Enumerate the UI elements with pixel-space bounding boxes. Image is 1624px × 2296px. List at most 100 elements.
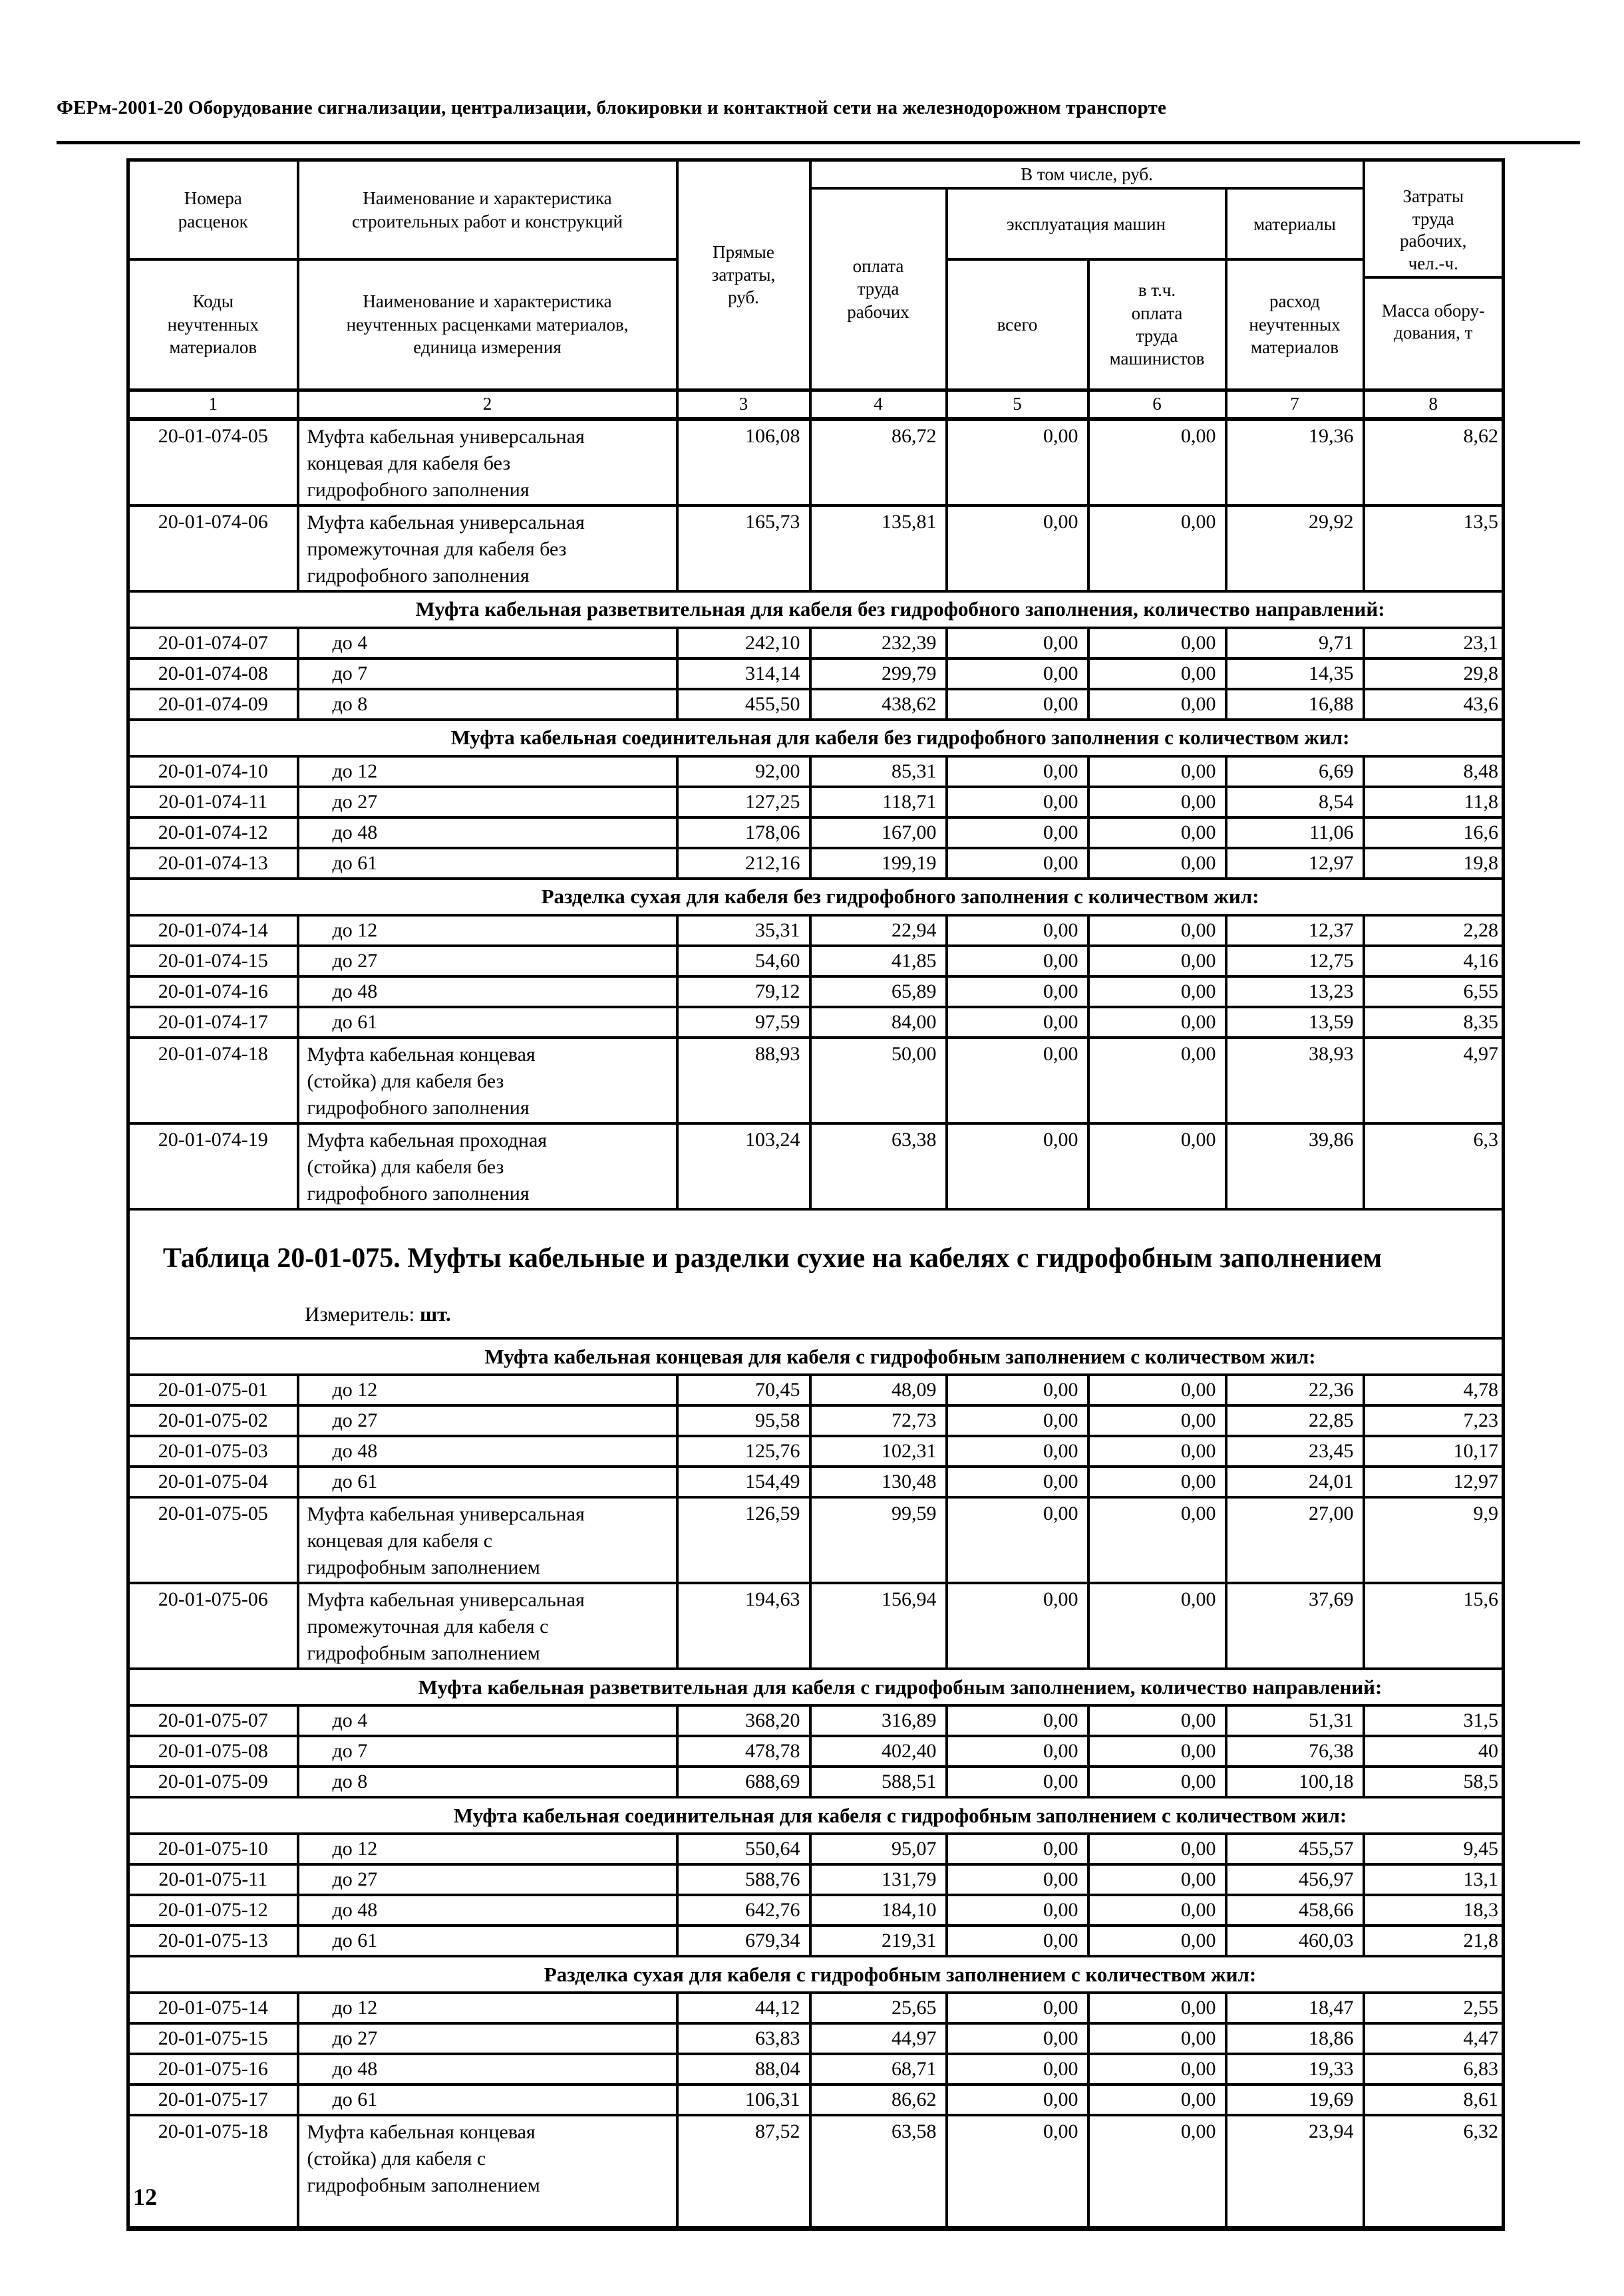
section-row: Муфта кабельная соединительная для кабел… [126, 718, 1505, 758]
value-machines-total: 0,00 [945, 846, 1090, 880]
value-workers-pay: 130,48 [808, 1465, 948, 1499]
column-numbers-row: 1 2 3 4 5 6 7 8 [126, 388, 1505, 421]
section-title: Разделка сухая для кабеля без гидрофобно… [126, 877, 1505, 917]
value-labor-costs: 10,17 [1362, 1435, 1505, 1469]
rate-name: до 12 [296, 1373, 679, 1407]
rate-code: 20-01-075-03 [126, 1435, 299, 1469]
value-workers-pay: 84,00 [808, 1005, 948, 1039]
value-machines-total: 0,00 [945, 503, 1090, 593]
rate-code: 20-01-075-12 [126, 1894, 299, 1928]
value-direct-costs: 126,59 [675, 1496, 812, 1585]
rate-row: 20-01-075-01 до 12 70,45 48,09 0,00 0,00 22,36… [126, 1373, 1505, 1407]
value-materials-expense: 27,00 [1224, 1496, 1365, 1585]
value-machinists-pay: 0,00 [1086, 2022, 1227, 2056]
rate-code: 20-01-075-16 [126, 2053, 299, 2086]
value-direct-costs: 550,64 [675, 1832, 812, 1866]
value-labor-costs: 7,23 [1362, 1404, 1505, 1438]
rate-row: 20-01-074-09 до 8 455,50 438,62 0,00 0,00 16,8… [126, 687, 1505, 721]
value-labor-costs: 40 [1362, 1735, 1505, 1769]
value-direct-costs: 478,78 [675, 1735, 812, 1769]
value-machinists-pay: 0,00 [1086, 1924, 1227, 1958]
section-row: Разделка сухая для кабеля без гидрофобно… [126, 877, 1505, 917]
value-labor-costs: 8,48 [1362, 754, 1505, 788]
value-materials-expense: 18,47 [1224, 1991, 1365, 2025]
value-machinists-pay: 0,00 [1086, 417, 1227, 507]
section-row: Муфта кабельная соединительная для кабел… [126, 1796, 1505, 1836]
table-075-title-cell: Таблица 20-01-075. Муфты кабельные и раз… [126, 1207, 1505, 1340]
value-labor-costs: 8,62 [1362, 417, 1505, 507]
value-labor-costs: 2,28 [1362, 913, 1505, 947]
value-direct-costs: 92,00 [675, 754, 812, 788]
value-materials-expense: 39,86 [1224, 1121, 1365, 1211]
value-direct-costs: 35,31 [675, 913, 812, 947]
value-workers-pay: 86,72 [808, 417, 948, 507]
value-machinists-pay: 0,00 [1086, 1765, 1227, 1799]
rate-code: 20-01-075-05 [126, 1496, 299, 1585]
value-machinists-pay: 0,00 [1086, 1496, 1227, 1585]
header-machines-total: всего [945, 258, 1090, 392]
header-materials: материалы [1224, 187, 1365, 261]
rate-code: 20-01-074-05 [126, 417, 299, 507]
rate-code: 20-01-075-09 [126, 1765, 299, 1799]
value-machines-total: 0,00 [945, 785, 1090, 819]
value-direct-costs: 97,59 [675, 1005, 812, 1039]
rate-name: Муфта кабельная проходная (стойка) для к… [296, 1121, 679, 1211]
rate-code: 20-01-074-13 [126, 846, 299, 880]
value-machinists-pay: 0,00 [1086, 1121, 1227, 1211]
value-workers-pay: 402,40 [808, 1735, 948, 1769]
rate-row: 20-01-075-12 до 48 642,76 184,10 0,00 0,00 458… [126, 1894, 1505, 1928]
rate-name: Муфта кабельная универсальная концевая д… [296, 417, 679, 507]
section-title: Муфта кабельная концевая для кабеля с ги… [126, 1337, 1505, 1377]
rate-name: до 48 [296, 974, 679, 1008]
rate-row: 20-01-075-11 до 27 588,76 131,79 0,00 0,00 456… [126, 1863, 1505, 1897]
value-machines-total: 0,00 [945, 1991, 1090, 2025]
value-machines-total: 0,00 [945, 1121, 1090, 1211]
rate-name: Муфта кабельная концевая (стойка) для ка… [296, 2114, 679, 2231]
value-workers-pay: 85,31 [808, 754, 948, 788]
header-labor-costs: Затраты труда рабочих, чел.-ч. [1365, 184, 1502, 279]
value-direct-costs: 642,76 [675, 1894, 812, 1928]
value-machinists-pay: 0,00 [1086, 1704, 1227, 1738]
rate-code: 20-01-075-15 [126, 2022, 299, 2056]
value-direct-costs: 54,60 [675, 944, 812, 978]
value-workers-pay: 588,51 [808, 1765, 948, 1799]
header-material-name: Наименование и характеристика неучтенных… [296, 258, 679, 392]
header-rate-numbers: Номера расценок [126, 158, 299, 261]
value-direct-costs: 103,24 [675, 1121, 812, 1211]
value-materials-expense: 12,37 [1224, 913, 1365, 947]
header-divider [57, 141, 1580, 144]
rate-code: 20-01-075-11 [126, 1863, 299, 1897]
value-machines-total: 0,00 [945, 754, 1090, 788]
rate-name: Муфта кабельная универсальная промежуточ… [296, 503, 679, 593]
value-labor-costs: 4,16 [1362, 944, 1505, 978]
rate-row: 20-01-074-08 до 7 314,14 299,79 0,00 0,00 14,3… [126, 656, 1505, 690]
value-labor-costs: 2,55 [1362, 1991, 1505, 2025]
rate-name: до 27 [296, 2022, 679, 2056]
rate-name: до 61 [296, 1465, 679, 1499]
value-labor-costs: 13,5 [1362, 503, 1505, 593]
value-workers-pay: 48,09 [808, 1373, 948, 1407]
rate-row: 20-01-075-13 до 61 679,34 219,31 0,00 0,00 460… [126, 1924, 1505, 1958]
value-direct-costs: 314,14 [675, 656, 812, 690]
value-machines-total: 0,00 [945, 687, 1090, 721]
value-direct-costs: 688,69 [675, 1765, 812, 1799]
value-workers-pay: 25,65 [808, 1991, 948, 2025]
rate-name: до 27 [296, 1863, 679, 1897]
value-machines-total: 0,00 [945, 1704, 1090, 1738]
rate-code: 20-01-075-02 [126, 1404, 299, 1438]
value-labor-costs: 31,5 [1362, 1704, 1505, 1738]
value-direct-costs: 127,25 [675, 785, 812, 819]
table-074-body: 20-01-074-05 Муфта кабельная универсальна… [126, 417, 1505, 1211]
rate-name: до 61 [296, 2083, 679, 2117]
value-machinists-pay: 0,00 [1086, 1005, 1227, 1039]
measurer-value: шт. [419, 1302, 451, 1326]
measurer-line: Измеритель: шт. [305, 1302, 1502, 1326]
section-title: Муфта кабельная разветвительная для кабе… [126, 1667, 1505, 1707]
value-materials-expense: 19,36 [1224, 417, 1365, 507]
value-machinists-pay: 0,00 [1086, 1036, 1227, 1125]
column-number: 4 [808, 388, 948, 421]
rate-name: до 61 [296, 846, 679, 880]
header-row-3: Коды неучтенных материалов Наименование … [126, 258, 1504, 392]
value-machinists-pay: 0,00 [1086, 2083, 1227, 2117]
value-materials-expense: 22,85 [1224, 1404, 1365, 1438]
